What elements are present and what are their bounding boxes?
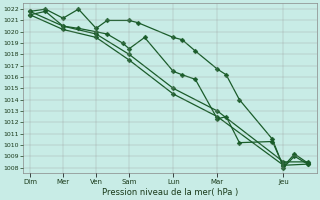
X-axis label: Pression niveau de la mer( hPa ): Pression niveau de la mer( hPa ) — [102, 188, 238, 197]
